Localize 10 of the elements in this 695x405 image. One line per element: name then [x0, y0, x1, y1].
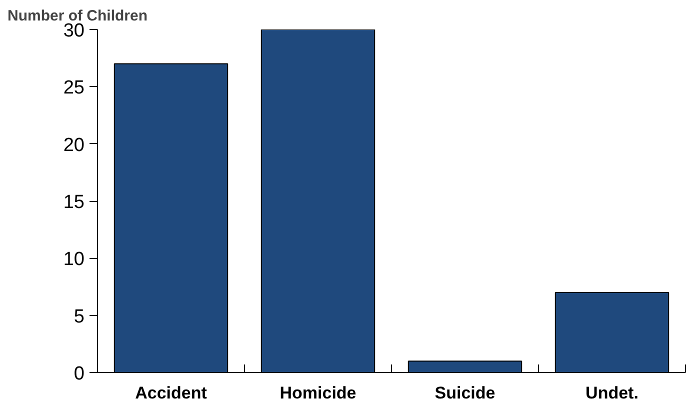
y-tick-label: 25: [63, 78, 85, 99]
y-tick-label: 15: [63, 192, 85, 213]
x-tick-label: Accident: [135, 384, 208, 402]
y-tick-label: 0: [74, 364, 85, 384]
y-tick-label: 5: [74, 306, 85, 328]
x-tick-label: Suicide: [434, 384, 496, 402]
y-tick-label: 10: [63, 249, 85, 270]
y-tick-label: 20: [63, 134, 85, 156]
x-tick-label: Homicide: [280, 384, 356, 402]
x-tick-label: Undet.: [586, 384, 638, 402]
